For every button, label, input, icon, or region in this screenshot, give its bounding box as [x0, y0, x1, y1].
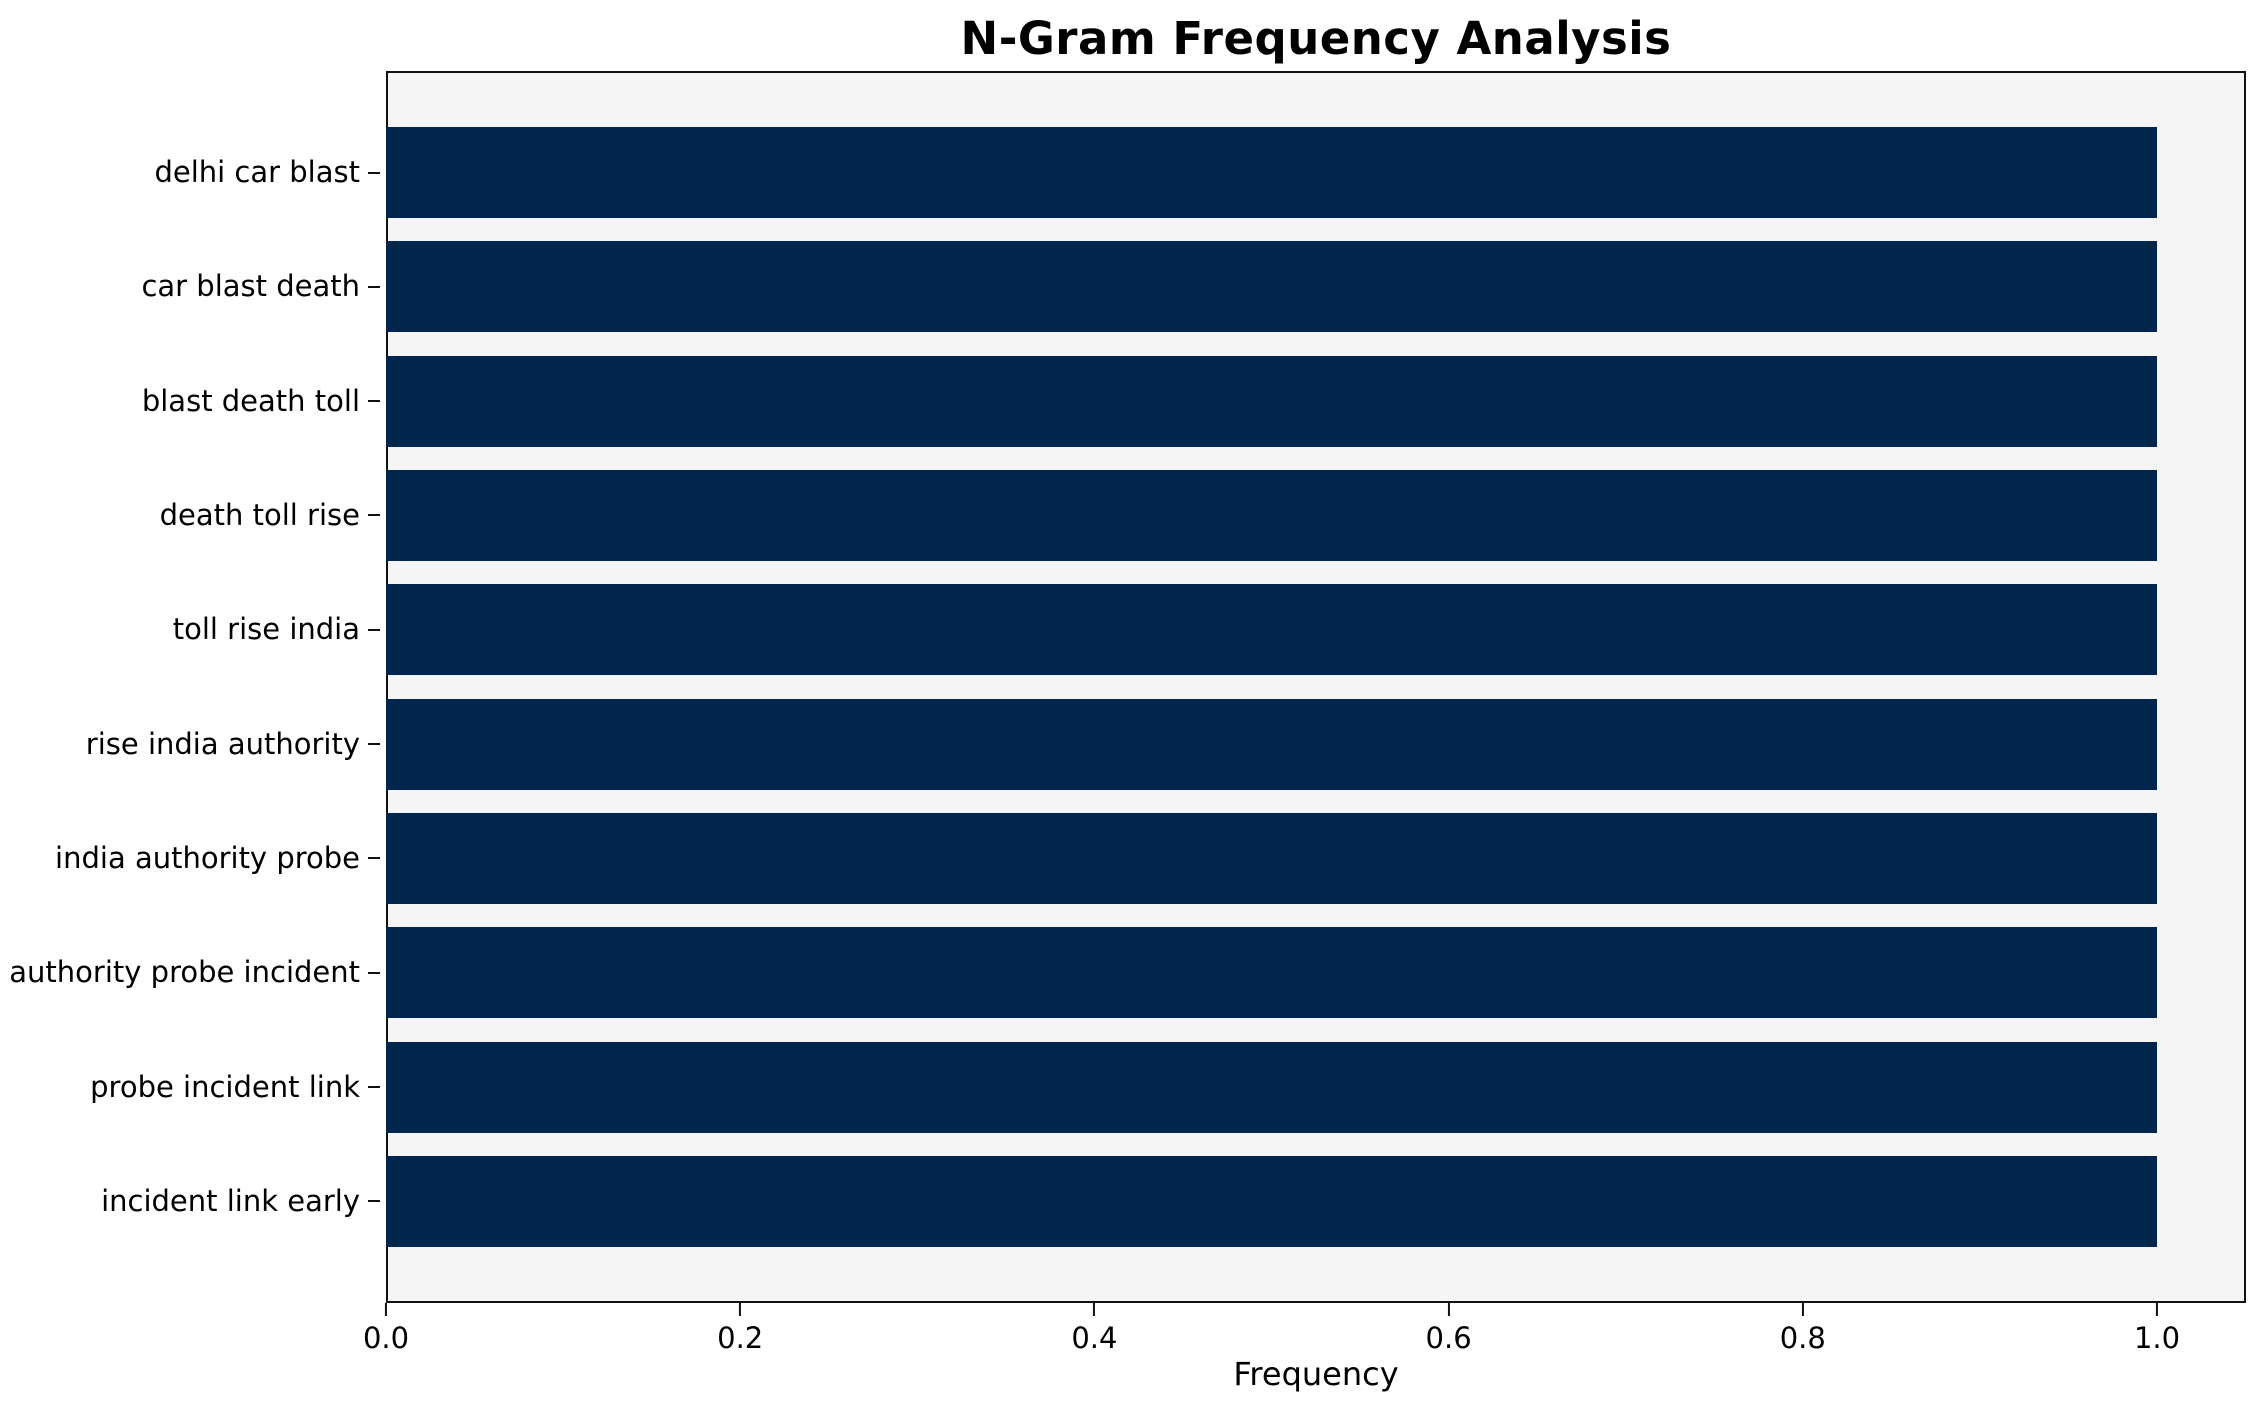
y-tick-mark	[368, 171, 380, 174]
x-tick-mark	[2156, 1303, 2158, 1316]
y-tick-mark	[368, 857, 380, 860]
bar	[386, 698, 2158, 790]
x-tick-label: 0.0	[362, 1321, 410, 1355]
x-tick: 0.8	[1780, 1303, 1826, 1353]
x-tick-label: 0.8	[1779, 1321, 1826, 1355]
bar-row: toll rise india	[0, 584, 2246, 676]
x-tick-label: 0.2	[717, 1321, 764, 1355]
bar-row: rise india authority	[0, 698, 2246, 790]
y-tick-label: rise india authority	[85, 726, 360, 761]
bar	[386, 812, 2158, 904]
y-tick-mark	[368, 628, 380, 631]
y-tick-label: death toll rise	[159, 497, 360, 532]
bar-row: death toll rise	[0, 469, 2246, 561]
y-tick-mark	[368, 1200, 380, 1203]
y-tick-mark	[368, 514, 380, 517]
y-tick-mark	[368, 1086, 380, 1089]
y-tick-label: india authority probe	[55, 840, 360, 875]
bar-row: delhi car blast	[0, 127, 2246, 218]
bar	[386, 1041, 2158, 1133]
x-tick-label: 0.4	[1071, 1321, 1118, 1355]
x-tick-label: 1.0	[2133, 1321, 2181, 1355]
bar-track	[386, 1155, 2246, 1247]
bar-track	[386, 812, 2246, 904]
x-tick: 0.6	[1426, 1303, 1472, 1353]
x-tick: 0.4	[1071, 1303, 1117, 1353]
y-tick-label: car blast death	[141, 269, 360, 304]
x-tick-mark	[739, 1303, 742, 1316]
bar-track	[386, 927, 2246, 1019]
bar-track	[386, 584, 2246, 676]
bar-track	[386, 698, 2246, 790]
bar	[386, 127, 2158, 218]
bar-track	[386, 469, 2246, 561]
bar-row: india authority probe	[0, 812, 2246, 904]
bar	[386, 355, 2158, 447]
bar-row: authority probe incident	[0, 927, 2246, 1019]
bar	[386, 469, 2158, 561]
x-tick: 0.2	[717, 1303, 763, 1353]
y-tick-label: incident link early	[101, 1183, 360, 1218]
bar-track	[386, 127, 2246, 218]
y-tick-mark	[368, 285, 380, 288]
bar-track	[386, 1041, 2246, 1133]
bar-row: incident link early	[0, 1155, 2246, 1247]
x-tick-mark	[1801, 1303, 1804, 1316]
bar-row: probe incident link	[0, 1041, 2246, 1133]
x-tick-mark	[1447, 1303, 1450, 1316]
chart-title: N-Gram Frequency Analysis	[960, 12, 1672, 65]
y-tick-label: blast death toll	[141, 383, 360, 418]
bars-container: delhi car blast car blast death blast de…	[0, 71, 2246, 1303]
x-tick-mark	[385, 1303, 387, 1316]
bar	[386, 241, 2158, 333]
x-tick-mark	[1093, 1303, 1096, 1316]
y-tick-label: probe incident link	[90, 1069, 360, 1104]
x-tick: 0.0	[363, 1303, 409, 1353]
x-axis-label: Frequency	[1233, 1355, 1399, 1393]
bar-row: blast death toll	[0, 355, 2246, 447]
bar-track	[386, 241, 2246, 333]
y-tick-mark	[368, 743, 380, 746]
y-tick-label: toll rise india	[172, 612, 360, 647]
x-axis: 0.0 0.2 0.4 0.6 0.8 1.0	[363, 1303, 2180, 1373]
bar-row: car blast death	[0, 241, 2246, 333]
y-tick-mark	[368, 971, 380, 974]
bar	[386, 1155, 2158, 1247]
x-tick-label: 0.6	[1425, 1321, 1472, 1355]
bar-track	[386, 355, 2246, 447]
bar	[386, 927, 2158, 1019]
y-tick-label: authority probe incident	[9, 955, 360, 990]
bar	[386, 584, 2158, 676]
y-tick-mark	[368, 400, 380, 403]
x-tick: 1.0	[2134, 1303, 2180, 1353]
y-tick-label: delhi car blast	[154, 155, 360, 189]
